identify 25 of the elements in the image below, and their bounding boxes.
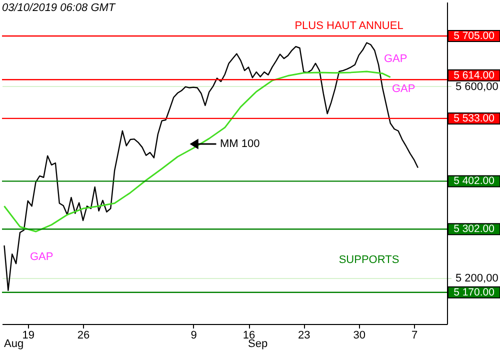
annotation: GAP: [384, 53, 408, 65]
x-tick-label: 19: [22, 330, 34, 342]
annotation: MM 100: [220, 138, 260, 150]
x-tick-label: 9: [190, 330, 197, 342]
text: Aug: [4, 338, 24, 350]
y-tick-label: 5 600,00: [456, 80, 498, 93]
x-tick-label: 23: [298, 330, 310, 342]
ref-line-label: 5 705.00: [454, 30, 495, 42]
annotation: SUPPORTS: [338, 254, 400, 266]
annotation: PLUS HAUT ANNUEL: [294, 20, 404, 32]
x-tick-label: 7: [411, 330, 418, 342]
text: Sep: [248, 338, 268, 350]
ref-line-label: 5 614.00: [454, 69, 495, 82]
ref-line-label: 5 533.00: [454, 112, 495, 124]
ref-line-label: 5 170.00: [454, 286, 495, 298]
line-series: [4, 42, 419, 292]
annotation: GAP: [392, 83, 416, 95]
line-series: [3, 70, 392, 232]
annotation: GAP: [30, 251, 54, 263]
annotation: 03/10/2019 06:08 GMT: [2, 2, 116, 14]
x-tick-label: 26: [77, 330, 90, 342]
ref-line-label: 5 402.00: [454, 175, 495, 188]
y-tick-label: 5 200,00: [456, 272, 498, 284]
x-tick-label: 30: [353, 330, 366, 342]
ref-line-label: 5 302.00: [454, 223, 495, 236]
